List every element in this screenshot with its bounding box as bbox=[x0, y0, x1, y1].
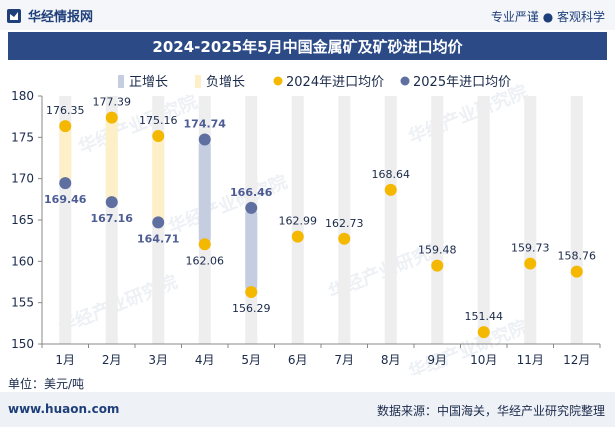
legend-negative-growth-swatch bbox=[195, 75, 201, 88]
negative-growth-bar bbox=[59, 126, 72, 184]
chart-title: 2024-2025年5月中国金属矿及矿砂进口均价 bbox=[152, 37, 463, 56]
watermark-text: 华经产业研究院 bbox=[165, 171, 290, 239]
chart-area: 华经产业研究院华经产业研究院华经产业研究院华经产业研究院华经产业研究院华经产业研… bbox=[11, 75, 601, 375]
column-background bbox=[384, 96, 397, 344]
x-tick-label: 7月 bbox=[334, 353, 354, 367]
data-label-2024: 176.35 bbox=[46, 104, 85, 117]
dot-2024 bbox=[384, 183, 397, 196]
dot-2024 bbox=[477, 326, 490, 339]
data-label-2024: 158.76 bbox=[558, 250, 597, 263]
x-tick-label: 1月 bbox=[55, 353, 75, 367]
data-label-2025: 164.71 bbox=[137, 232, 179, 245]
dot-2025 bbox=[105, 196, 118, 209]
data-source: 数据来源：中国海关，华经产业研究院整理 bbox=[376, 404, 605, 418]
y-tick-label: 175 bbox=[11, 130, 34, 144]
dot-2024 bbox=[291, 230, 304, 243]
data-label-2024: 162.06 bbox=[186, 254, 225, 267]
data-label-2024: 162.99 bbox=[279, 215, 318, 228]
dot-2025 bbox=[59, 177, 72, 190]
dot-2024 bbox=[570, 265, 583, 278]
positive-growth-bar bbox=[198, 139, 211, 245]
y-tick-label: 160 bbox=[11, 254, 34, 268]
x-tick-label: 10月 bbox=[470, 353, 497, 367]
dot-2025 bbox=[152, 216, 165, 229]
negative-growth-bar bbox=[105, 117, 118, 203]
data-label-2024: 162.73 bbox=[325, 217, 364, 230]
x-tick-label: 5月 bbox=[241, 353, 261, 367]
x-tick-label: 8月 bbox=[381, 353, 401, 367]
data-label-2024: 168.64 bbox=[372, 168, 411, 181]
y-tick-label: 165 bbox=[11, 213, 34, 227]
legend-2024-label: 2024年进口均价 bbox=[286, 75, 384, 90]
unit-label: 单位：美元/吨 bbox=[8, 377, 85, 391]
column-background bbox=[291, 96, 304, 344]
dot-2024 bbox=[431, 259, 444, 272]
data-label-2025: 167.16 bbox=[91, 212, 134, 225]
x-tick-label: 2月 bbox=[102, 353, 122, 367]
footer: www.huaon.com 数据来源：中国海关，华经产业研究院整理 bbox=[0, 392, 615, 427]
x-tick-label: 4月 bbox=[195, 353, 215, 367]
dot-2024 bbox=[59, 120, 72, 133]
footer-site[interactable]: www.huaon.com bbox=[8, 402, 120, 416]
y-tick-label: 170 bbox=[11, 172, 34, 186]
data-label-2025: 174.74 bbox=[184, 117, 227, 130]
legend-2024-swatch bbox=[273, 76, 283, 86]
dot-2024 bbox=[245, 286, 258, 299]
dot-2024 bbox=[524, 257, 537, 270]
dot-2025 bbox=[198, 133, 211, 146]
data-label-2024: 151.44 bbox=[465, 310, 504, 323]
watermark-text: 华经产业研究院 bbox=[405, 81, 530, 149]
data-label-2024: 175.16 bbox=[139, 114, 178, 127]
negative-growth-bar bbox=[152, 136, 165, 223]
dot-2024 bbox=[198, 238, 211, 251]
x-tick-label: 9月 bbox=[427, 353, 447, 367]
data-label-2024: 156.29 bbox=[232, 302, 271, 315]
brand-name: 华经情报网 bbox=[28, 10, 94, 25]
dot-2024 bbox=[105, 111, 118, 124]
x-tick-label: 12月 bbox=[563, 353, 590, 367]
y-tick-label: 180 bbox=[11, 89, 34, 103]
dot-2024 bbox=[338, 232, 351, 245]
data-label-2024: 177.39 bbox=[93, 96, 132, 109]
dot-2025 bbox=[245, 201, 258, 214]
brand[interactable]: 华经情报网 bbox=[6, 6, 93, 25]
legend-2025-swatch bbox=[400, 76, 410, 86]
column-background bbox=[477, 96, 490, 344]
x-tick-label: 3月 bbox=[148, 353, 168, 367]
top-bar: 华经情报网 专业严谨 ● 客观科学 bbox=[0, 0, 615, 30]
watermark-text: 华经产业研究院 bbox=[405, 316, 530, 375]
y-tick-label: 150 bbox=[11, 337, 34, 351]
data-label-2025: 166.46 bbox=[230, 186, 273, 199]
column-background bbox=[524, 96, 537, 344]
data-label-2024: 159.48 bbox=[418, 244, 457, 257]
brand-logo-icon bbox=[7, 8, 21, 23]
column-background bbox=[570, 96, 583, 344]
slogan: 专业严谨 ● 客观科学 bbox=[490, 10, 605, 24]
x-tick-label: 11月 bbox=[517, 353, 544, 367]
legend-positive-growth-swatch bbox=[118, 75, 124, 88]
dot-2024 bbox=[152, 130, 165, 143]
legend-positive-growth-label: 正增长 bbox=[129, 75, 168, 90]
column-background bbox=[338, 96, 351, 344]
title-bar: 2024-2025年5月中国金属矿及矿砂进口均价 bbox=[8, 32, 607, 60]
legend-negative-growth-label: 负增长 bbox=[206, 75, 245, 90]
x-tick-label: 6月 bbox=[288, 353, 308, 367]
data-label-2024: 159.73 bbox=[511, 242, 550, 255]
positive-growth-bar bbox=[245, 207, 258, 293]
column-background bbox=[431, 96, 444, 344]
data-label-2025: 169.46 bbox=[44, 193, 87, 206]
legend-2025-label: 2025年进口均价 bbox=[413, 75, 511, 90]
y-tick-label: 155 bbox=[11, 296, 34, 310]
